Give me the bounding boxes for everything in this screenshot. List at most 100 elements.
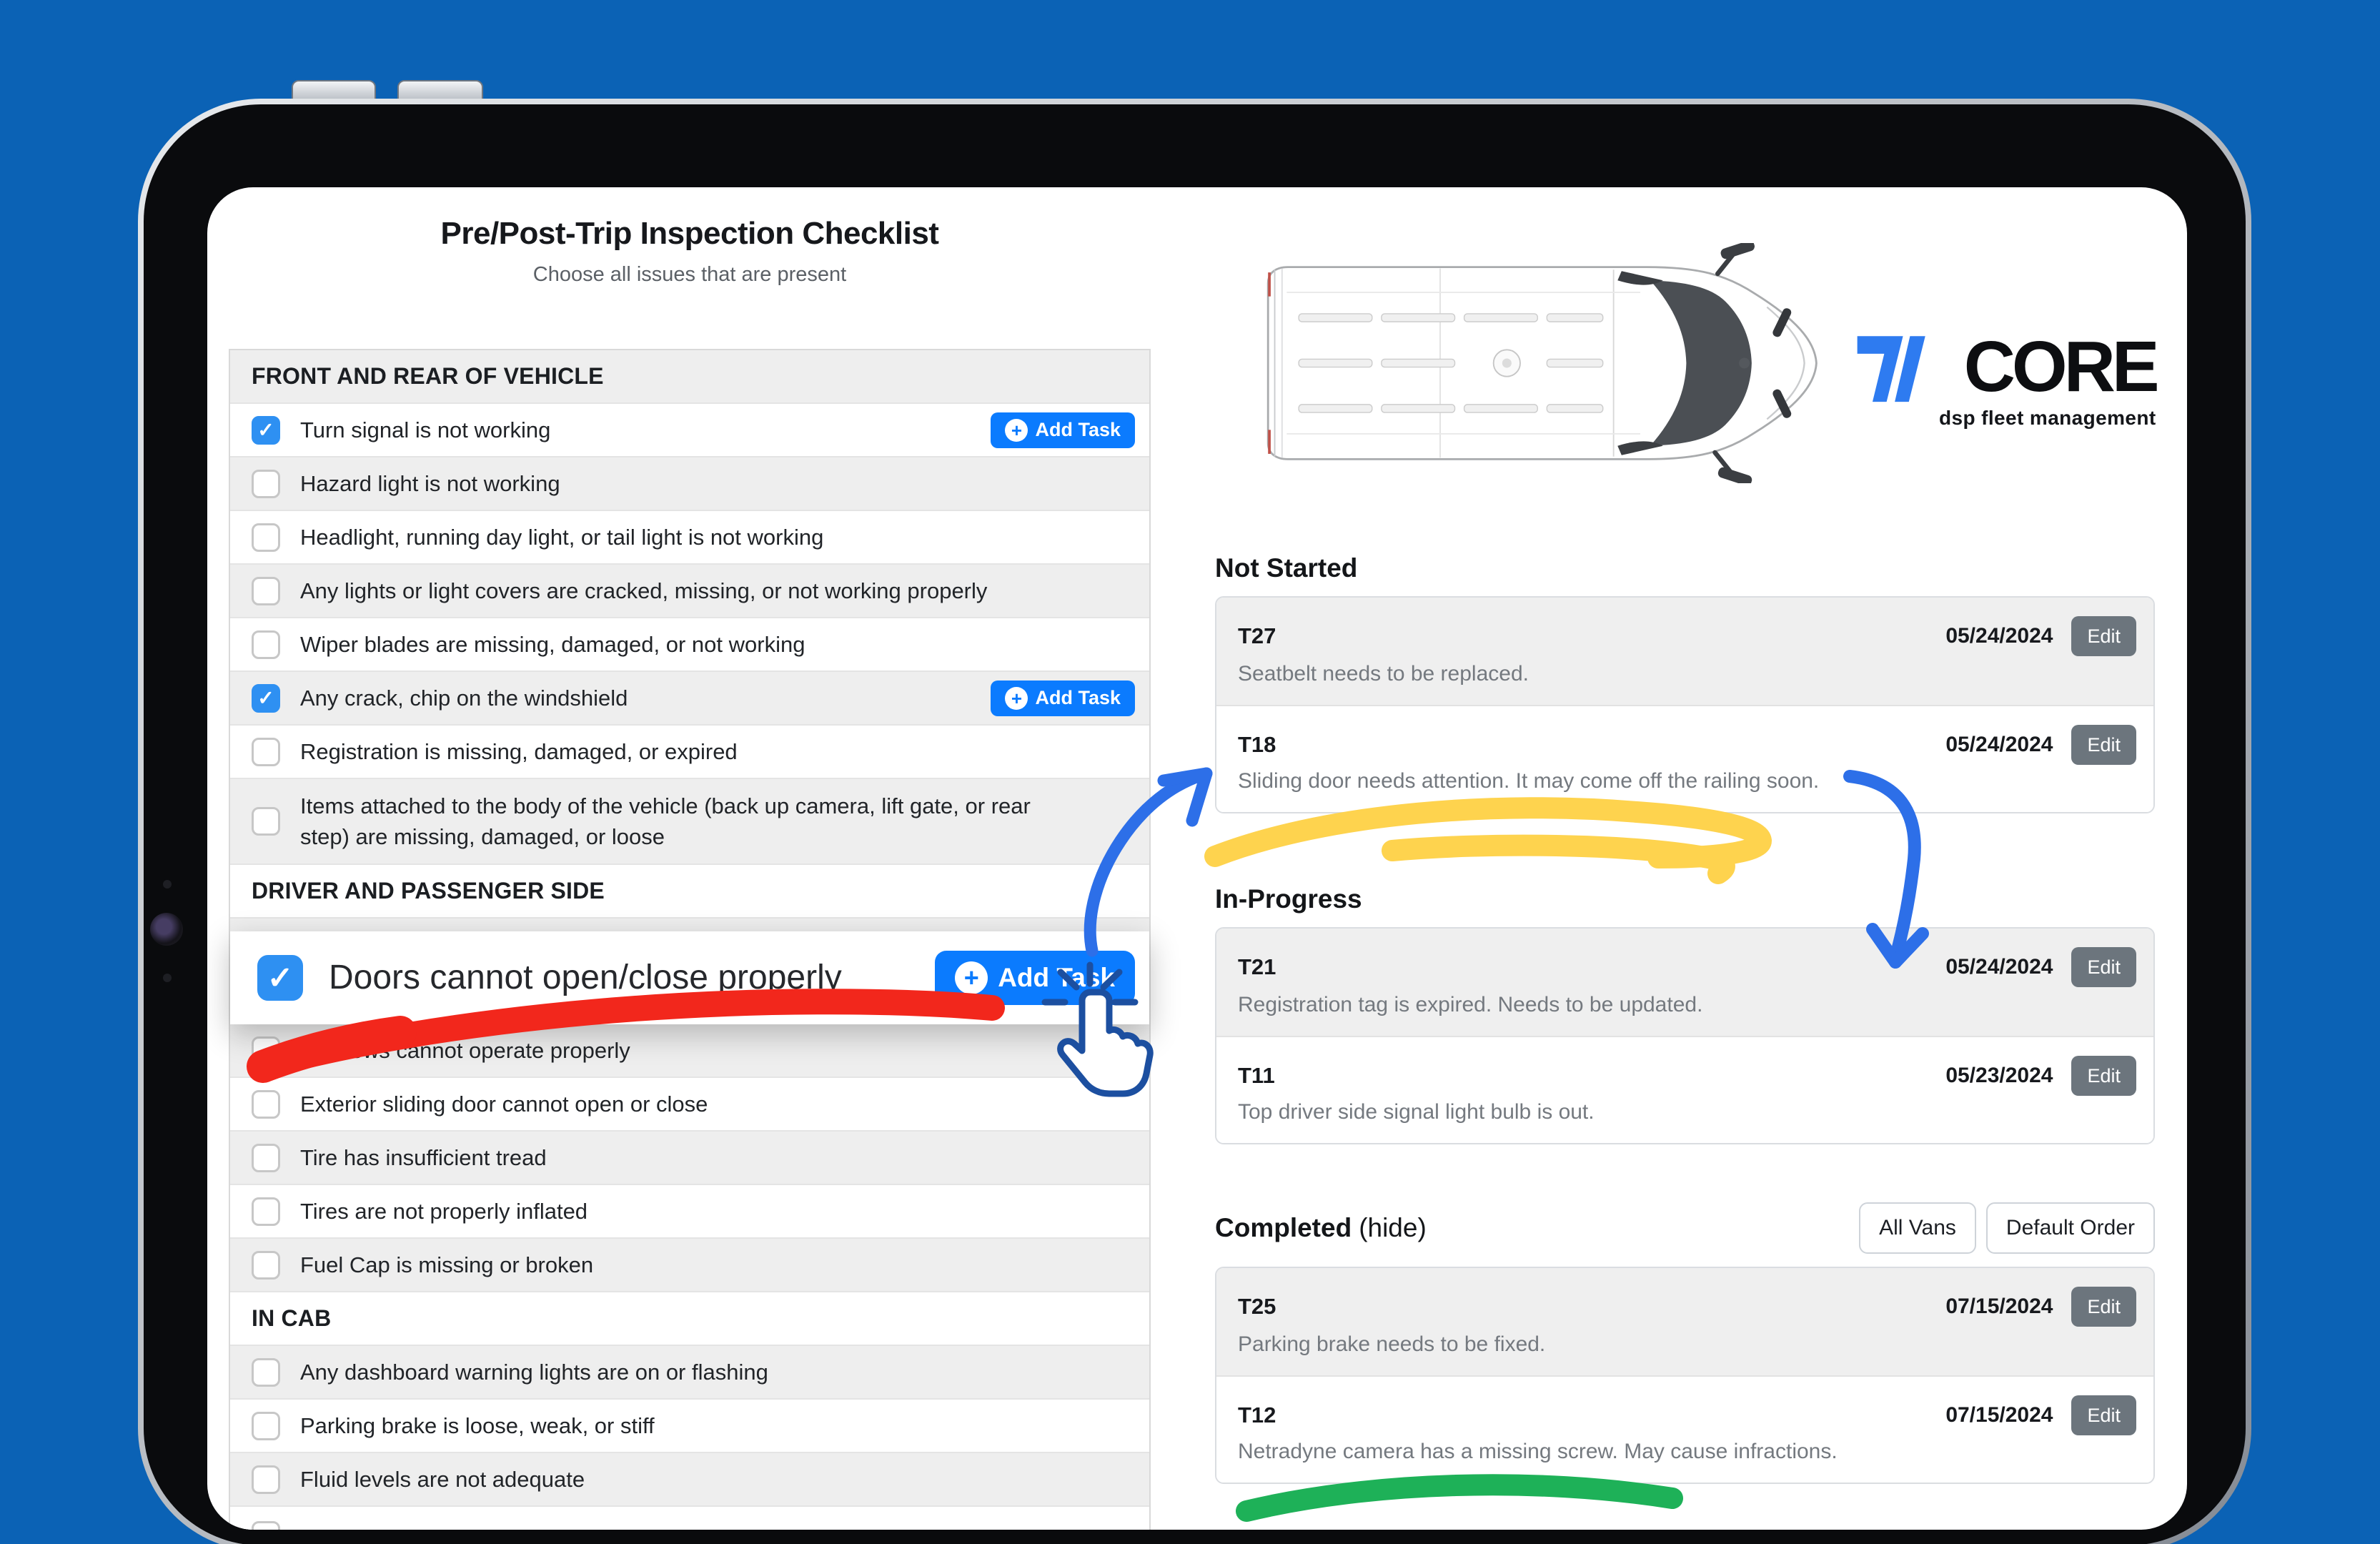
task-description: Registration tag is expired. Needs to be… [1238, 993, 1703, 1016]
checkbox-unchecked[interactable] [252, 576, 280, 605]
task-card-list: T27 05/24/2024 Edit Seatbelt needs to be re… [1215, 596, 2155, 813]
task-card-list: T25 07/15/2024 Edit Parking brake needs to … [1215, 1267, 2155, 1484]
checklist-item-label: Exterior sliding door cannot open or clo… [300, 1091, 708, 1117]
checkbox-unchecked[interactable] [252, 1197, 280, 1226]
checklist-row[interactable]: ✓ Turn signal is not working + Add Task [230, 404, 1149, 457]
edit-button[interactable]: Edit [2071, 1056, 2136, 1096]
van-top-view-image [1266, 243, 1818, 483]
checklist-row[interactable]: ✓ Any crack, chip on the windshield + Add T… [230, 672, 1149, 726]
checklist-item-label: Tires are not properly inflated [300, 1198, 588, 1224]
checkbox-checked[interactable]: ✓ [252, 415, 280, 445]
checklist-item-label: Wiper blades are missing, damaged, or no… [300, 631, 805, 657]
filter-button-default-order[interactable]: Default Order [1985, 1202, 2155, 1254]
checkbox-unchecked[interactable] [252, 1465, 280, 1494]
add-task-label: Add Task [998, 963, 1115, 992]
checklist-row[interactable]: Hazard light is not working [230, 457, 1149, 511]
checkbox-unchecked[interactable] [252, 1089, 280, 1119]
board-hide-toggle[interactable]: (hide) [1359, 1213, 1427, 1242]
checklist-section-header: FRONT AND REAR OF VEHICLE [230, 350, 1149, 404]
checkbox-unchecked[interactable] [252, 1143, 280, 1172]
task-id: T25 [1238, 1294, 1276, 1319]
checklist-row[interactable]: Fluid levels are not adequate [230, 1453, 1149, 1507]
checklist: FRONT AND REAR OF VEHICLE ✓ Turn signal is… [229, 349, 1151, 1530]
checklist-row[interactable]: Fuel Cap is missing or broken [230, 1239, 1149, 1292]
checkbox-checked[interactable]: ✓ [257, 955, 303, 1001]
tablet-rim: Pre/Post-Trip Inspection Checklist Choos… [138, 99, 2251, 1544]
core-logo-wordmark: CORE [1963, 327, 2160, 407]
tablet-screen: Pre/Post-Trip Inspection Checklist Choos… [207, 187, 2187, 1530]
task-row: T18 05/24/2024 Edit Sliding door needs atte… [1216, 705, 2153, 812]
task-description: Parking brake needs to be fixed. [1238, 1332, 1546, 1356]
task-board-in-progress: In-Progress T21 05/24/2024 Edit Registration… [1215, 884, 2155, 1144]
add-task-button[interactable]: + Add Task [991, 412, 1135, 448]
checklist-row[interactable]: Items attached to the body of the vehicl… [230, 779, 1149, 865]
checkbox-unchecked[interactable] [252, 469, 280, 498]
checklist-section-header: IN CAB [230, 1292, 1149, 1346]
checkbox-unchecked[interactable] [252, 737, 280, 766]
add-task-button[interactable]: + Add Task [991, 680, 1135, 716]
checklist-row[interactable]: Tires are not properly inflated [230, 1185, 1149, 1239]
checklist-item-label: Headlight, running day light, or tail li… [300, 524, 824, 550]
board-heading: Not Started [1215, 553, 1357, 583]
page-subtitle: Choose all issues that are present [532, 263, 847, 286]
checkbox-checked[interactable]: ✓ [252, 683, 280, 713]
edit-button[interactable]: Edit [2071, 1395, 2136, 1435]
checkbox-unchecked[interactable] [252, 523, 280, 552]
checklist-row[interactable]: Any lights or light covers are cracked, … [230, 565, 1149, 618]
board-heading: In-Progress [1215, 884, 1362, 914]
highlighted-checklist-row[interactable]: ✓ Doors cannot open/close properly + Add Ta… [230, 931, 1149, 1024]
checklist-item-label: Fuel Cap is missing or broken [300, 1252, 594, 1277]
page-title: Pre/Post-Trip Inspection Checklist [440, 216, 939, 251]
edit-button[interactable]: Edit [2071, 947, 2136, 987]
check-icon: ✓ [267, 960, 294, 996]
task-id: T11 [1238, 1063, 1275, 1088]
checklist-row[interactable]: Windows cannot operate properly [230, 1024, 1149, 1078]
board-heading-label: Not Started [1215, 553, 1358, 583]
checklist-item-label: Fluid levels are not adequate [300, 1466, 585, 1492]
checklist-item-label: Any crack, chip on the windshield [300, 685, 628, 711]
checkbox-unchecked[interactable] [252, 1250, 280, 1280]
edit-button[interactable]: Edit [2071, 616, 2136, 656]
task-description: Top driver side signal light bulb is out… [1238, 1100, 1595, 1124]
task-row: T25 07/15/2024 Edit Parking brake needs to … [1216, 1268, 2153, 1375]
task-date: 07/15/2024 [1945, 1403, 2053, 1427]
task-description: Sliding door needs attention. It may com… [1238, 769, 1820, 793]
checkbox-unchecked[interactable] [252, 630, 280, 659]
checklist-row[interactable]: Parking brake is loose, weak, or stiff [230, 1400, 1149, 1453]
board-header: Completed (hide) All Vans Default Order [1215, 1202, 2155, 1254]
checklist-item-label: Parking brake is loose, weak, or stiff [300, 1412, 655, 1438]
plus-icon: + [1005, 686, 1028, 710]
checklist-item-label: Hazard light is not working [300, 470, 560, 496]
task-id: T18 [1238, 732, 1276, 757]
checklist-row[interactable]: Tire has insufficient tread [230, 1132, 1149, 1185]
checklist-spacer [230, 919, 1149, 931]
task-row: T21 05/24/2024 Edit Registration tag is exp… [1216, 929, 2153, 1036]
sensor-dot-icon [163, 880, 172, 889]
checklist-row[interactable]: Any dashboard warning lights are on or f… [230, 1346, 1149, 1400]
add-task-button[interactable]: + Add Task [935, 951, 1135, 1005]
checklist-row[interactable]: Headlight, running day light, or tail li… [230, 511, 1149, 565]
core-logo-mark [1857, 336, 1925, 402]
checkbox-unchecked[interactable] [252, 1036, 280, 1065]
front-camera-icon [150, 913, 183, 946]
checklist-item-label: Doors cannot open/close properly [329, 959, 842, 997]
task-card-list: T21 05/24/2024 Edit Registration tag is exp… [1215, 927, 2155, 1144]
add-task-label: Add Task [1035, 687, 1121, 708]
edit-button[interactable]: Edit [2071, 725, 2136, 765]
task-date: 05/24/2024 [1945, 624, 2053, 648]
task-date: 05/24/2024 [1945, 733, 2053, 756]
edit-button[interactable]: Edit [2071, 1287, 2136, 1327]
checklist-row[interactable]: Registration is missing, damaged, or exp… [230, 726, 1149, 779]
checkbox-unchecked[interactable] [252, 1521, 280, 1530]
checklist-row[interactable]: Wiper blades are missing, damaged, or no… [230, 618, 1149, 672]
task-date: 07/15/2024 [1945, 1295, 2053, 1318]
filter-button-all-vans[interactable]: All Vans [1859, 1202, 1976, 1254]
section-header-label: FRONT AND REAR OF VEHICLE [252, 363, 604, 389]
checkbox-unchecked[interactable] [252, 807, 280, 836]
checkbox-unchecked[interactable] [252, 1357, 280, 1387]
board-heading-label: Completed [1215, 1213, 1352, 1242]
task-board-not-started: Not Started T27 05/24/2024 Edit Seatbelt nee… [1215, 553, 2155, 813]
checkbox-unchecked[interactable] [252, 1411, 280, 1440]
task-row: T11 05/23/2024 Edit Top driver side signal … [1216, 1036, 2153, 1143]
checklist-row[interactable]: Exterior sliding door cannot open or clo… [230, 1078, 1149, 1132]
